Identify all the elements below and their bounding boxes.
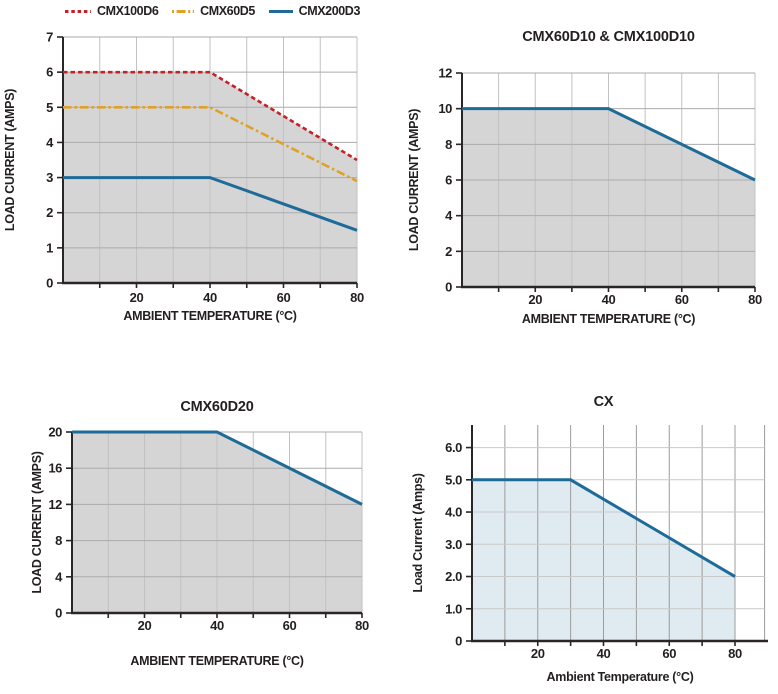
svg-text:20: 20 — [531, 646, 545, 661]
svg-text:Load Current (Amps): Load Current (Amps) — [411, 473, 425, 592]
chart-svg-cmx60d10-cmx100d10: 0 2 4 6 8 10 12 20 40 60 80 CMX60D10 & CMX100D10 AMB… — [407, 29, 762, 326]
svg-text:5: 5 — [46, 100, 53, 115]
svg-text:0: 0 — [46, 276, 53, 291]
svg-text:6: 6 — [46, 65, 53, 80]
svg-text:40: 40 — [210, 618, 224, 633]
gridlines — [72, 431, 363, 613]
axes — [66, 431, 363, 618]
svg-text:2: 2 — [445, 244, 452, 259]
svg-text:CMX60D20: CMX60D20 — [180, 399, 253, 415]
svg-text:2: 2 — [46, 205, 53, 220]
axes — [57, 36, 358, 288]
svg-text:0: 0 — [55, 606, 62, 621]
svg-text:80: 80 — [748, 292, 762, 307]
legend-item-cmx100d6: CMX100D6 — [64, 4, 159, 18]
svg-text:CX: CX — [594, 394, 614, 410]
legend-label-cmx60d5: CMX60D5 — [200, 4, 255, 18]
chart-cmx60d10-cmx100d10: 0 2 4 6 8 10 12 20 40 60 80 CMX60D10 & CMX100D10 AMB… — [400, 0, 778, 334]
svg-text:AMBIENT TEMPERATURE (°C): AMBIENT TEMPERATURE (°C) — [522, 312, 695, 326]
svg-text:5.0: 5.0 — [445, 472, 462, 487]
series-line-cmx60d10-cmx100d10 — [462, 107, 756, 182]
legend-label-cmx100d6: CMX100D6 — [97, 4, 159, 18]
svg-text:AMBIENT TEMPERATURE (°C): AMBIENT TEMPERATURE (°C) — [123, 309, 296, 323]
svg-text:40: 40 — [602, 292, 616, 307]
chart-cmx-low-amp: 0 1 2 3 4 5 6 7 20 40 60 80 AMBIENT TEMPERATURE (°C)… — [0, 0, 392, 334]
svg-text:2.0: 2.0 — [445, 569, 462, 584]
svg-text:60: 60 — [277, 290, 291, 305]
legend-label-cmx200d3: CMX200D3 — [298, 4, 361, 18]
series-line-cx — [472, 478, 736, 578]
chart-labels: 0 1 2 3 4 5 6 7 20 40 60 80 AMBIENT TEMPERATURE (°C)… — [3, 30, 364, 324]
legend-item-cmx200d3: CMX200D3 — [268, 4, 360, 18]
legend-swatch-solid-icon — [268, 9, 293, 13]
svg-text:4: 4 — [445, 208, 453, 223]
gridlines — [472, 425, 766, 641]
svg-text:0: 0 — [455, 634, 462, 649]
svg-text:6.0: 6.0 — [445, 440, 462, 455]
svg-text:16: 16 — [48, 461, 62, 476]
chart-legend: CMX100D6 CMX60D5 CMX200D3 — [64, 2, 360, 20]
series-line-cmx60d20 — [72, 430, 363, 506]
svg-text:12: 12 — [438, 66, 452, 81]
svg-text:3: 3 — [46, 170, 53, 185]
chart-svg-cmx-low-amp: 0 1 2 3 4 5 6 7 20 40 60 80 AMBIENT TEMPERATURE (°C)… — [3, 30, 364, 324]
svg-text:LOAD CURRENT (AMPS): LOAD CURRENT (AMPS) — [3, 89, 17, 231]
svg-text:0: 0 — [445, 280, 452, 295]
chart-cmx60d20: 0 4 8 12 16 20 20 40 60 80 CMX60D20 AMBIENT TEMPERA… — [10, 385, 402, 685]
series-line-cmx200d3 — [63, 176, 358, 232]
svg-text:80: 80 — [728, 646, 742, 661]
svg-text:6: 6 — [445, 173, 452, 188]
svg-text:60: 60 — [675, 292, 689, 307]
chart-labels: 0 4 8 12 16 20 20 40 60 80 CMX60D20 AMBIENT TEMPERA… — [30, 399, 369, 668]
chart-labels: 0 1.0 2.0 3.0 4.0 5.0 6.0 20 40 60 80 CX Ambient Tem… — [411, 394, 742, 684]
svg-text:20: 20 — [528, 292, 542, 307]
chart-cx: 0 1.0 2.0 3.0 4.0 5.0 6.0 20 40 60 80 CX Ambient Tem… — [410, 383, 778, 694]
svg-text:60: 60 — [662, 646, 676, 661]
svg-text:CMX60D10 & CMX100D10: CMX60D10 & CMX100D10 — [522, 29, 695, 45]
svg-text:Ambient Temperature (°C): Ambient Temperature (°C) — [547, 670, 694, 684]
axes — [466, 425, 768, 646]
svg-text:40: 40 — [203, 290, 217, 305]
svg-text:40: 40 — [597, 646, 611, 661]
svg-text:60: 60 — [283, 618, 297, 633]
svg-text:80: 80 — [350, 290, 364, 305]
svg-text:LOAD CURRENT (AMPS): LOAD CURRENT (AMPS) — [407, 109, 421, 251]
svg-text:4: 4 — [55, 569, 63, 584]
svg-text:12: 12 — [48, 497, 62, 512]
svg-text:LOAD CURRENT (AMPS): LOAD CURRENT (AMPS) — [30, 451, 44, 593]
svg-text:4.0: 4.0 — [445, 505, 462, 520]
series-line-cmx60d5 — [63, 105, 358, 183]
chart-svg-cx: 0 1.0 2.0 3.0 4.0 5.0 6.0 20 40 60 80 CX Ambient Tem… — [411, 394, 768, 684]
svg-text:80: 80 — [355, 618, 369, 633]
series-line-cmx100d6 — [63, 70, 358, 162]
chart-labels: 0 2 4 6 8 10 12 20 40 60 80 CMX60D10 & CMX100D10 AMB… — [407, 29, 762, 326]
svg-text:7: 7 — [46, 30, 53, 45]
chart-svg-cmx60d20: 0 4 8 12 16 20 20 40 60 80 CMX60D20 AMBIENT TEMPERA… — [30, 399, 369, 668]
legend-item-cmx60d5: CMX60D5 — [171, 4, 255, 18]
svg-text:AMBIENT TEMPERATURE (°C): AMBIENT TEMPERATURE (°C) — [130, 654, 303, 668]
svg-text:8: 8 — [445, 137, 452, 152]
svg-text:8: 8 — [55, 533, 62, 548]
svg-text:20: 20 — [48, 425, 62, 440]
svg-text:1.0: 1.0 — [445, 601, 462, 616]
legend-swatch-dashdot-icon — [172, 9, 195, 13]
svg-text:20: 20 — [130, 290, 144, 305]
svg-text:3.0: 3.0 — [445, 537, 462, 552]
legend-swatch-dashed-icon — [65, 9, 91, 13]
svg-text:20: 20 — [138, 618, 152, 633]
svg-text:10: 10 — [438, 101, 452, 116]
svg-text:1: 1 — [46, 240, 53, 255]
svg-text:4: 4 — [46, 135, 54, 150]
